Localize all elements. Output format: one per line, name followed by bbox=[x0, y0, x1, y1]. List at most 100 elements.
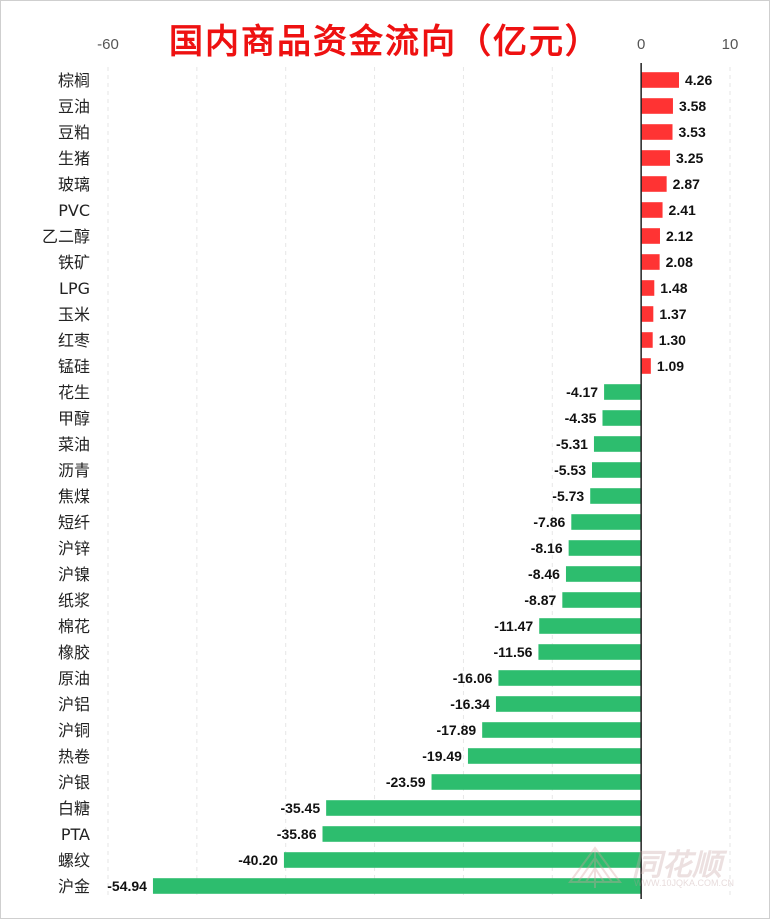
category-label: 红枣 bbox=[58, 331, 90, 350]
bar bbox=[604, 384, 642, 400]
value-label: -5.31 bbox=[556, 436, 588, 452]
bar bbox=[592, 462, 642, 478]
category-label: 铁矿 bbox=[58, 253, 90, 272]
value-label: -16.34 bbox=[450, 696, 490, 712]
bar bbox=[431, 774, 642, 790]
category-label: 玻璃 bbox=[58, 175, 90, 194]
bar bbox=[641, 124, 673, 140]
bar bbox=[590, 488, 642, 504]
value-label: 2.08 bbox=[666, 254, 693, 270]
value-label: 3.53 bbox=[679, 124, 706, 140]
value-label: 1.30 bbox=[659, 332, 686, 348]
category-label: 生猪 bbox=[58, 149, 90, 168]
value-label: -35.86 bbox=[277, 826, 317, 842]
chart-title: 国内商品资金流向（亿元） bbox=[169, 22, 601, 62]
value-label: -8.16 bbox=[531, 540, 563, 556]
bar bbox=[467, 748, 642, 764]
value-label: 2.41 bbox=[669, 202, 696, 218]
value-label: 1.48 bbox=[660, 280, 687, 296]
value-label: 1.37 bbox=[659, 306, 686, 322]
bar bbox=[482, 722, 642, 738]
category-label: 沪银 bbox=[58, 773, 90, 792]
bar bbox=[495, 696, 642, 712]
category-label: 白糖 bbox=[58, 799, 90, 818]
watermark: 同花顺 WWW.10JQKA.COM.CN bbox=[560, 838, 750, 898]
value-label: -4.35 bbox=[565, 410, 597, 426]
category-label: 棕榈 bbox=[58, 71, 90, 90]
category-label: 沪金 bbox=[58, 877, 90, 896]
bar bbox=[283, 852, 642, 868]
bar bbox=[641, 72, 679, 88]
bar bbox=[498, 670, 642, 686]
category-label: 热卷 bbox=[58, 747, 90, 766]
x-tick-label: -60 bbox=[97, 36, 119, 53]
category-label: 沪镍 bbox=[58, 565, 90, 584]
bar bbox=[326, 800, 642, 816]
bar bbox=[641, 150, 671, 166]
value-label: 2.12 bbox=[666, 228, 693, 244]
category-label: 棉花 bbox=[58, 617, 90, 636]
value-label: -5.53 bbox=[554, 462, 586, 478]
bar bbox=[641, 176, 667, 192]
bar bbox=[641, 332, 653, 348]
category-label: 锰硅 bbox=[58, 357, 90, 376]
bar bbox=[539, 618, 642, 634]
category-label: 豆油 bbox=[58, 97, 90, 116]
x-tick-label: 10 bbox=[722, 36, 739, 53]
value-label: -54.94 bbox=[107, 878, 147, 894]
category-label: 纸浆 bbox=[58, 591, 90, 610]
category-label: 花生 bbox=[58, 383, 90, 402]
category-label: 玉米 bbox=[58, 305, 90, 324]
category-label: 短纤 bbox=[58, 513, 90, 532]
value-label: -4.17 bbox=[566, 384, 598, 400]
category-label: 沪锌 bbox=[58, 539, 90, 558]
value-label: -35.45 bbox=[280, 800, 320, 816]
category-label: 菜油 bbox=[58, 435, 90, 454]
bar bbox=[593, 436, 642, 452]
label-layer: -60 0 10 棕榈 4.26 豆油 3.58 豆粕 3.53 生猪 3.25 玻璃 2.87 PVC 2… bbox=[42, 36, 738, 899]
value-label: -16.06 bbox=[453, 670, 493, 686]
bar bbox=[322, 826, 642, 842]
value-label: 3.58 bbox=[679, 98, 706, 114]
category-label: 橡胶 bbox=[58, 643, 90, 662]
category-label: 焦煤 bbox=[58, 487, 90, 506]
category-label: PVC bbox=[58, 201, 90, 220]
value-label: -7.86 bbox=[533, 514, 565, 530]
bar bbox=[641, 228, 660, 244]
watermark-brand: 同花顺 bbox=[632, 848, 722, 883]
value-label: -8.87 bbox=[524, 592, 556, 608]
value-label: 3.25 bbox=[676, 150, 703, 166]
bar bbox=[568, 540, 642, 556]
bar bbox=[538, 644, 642, 660]
value-label: -23.59 bbox=[386, 774, 426, 790]
bar bbox=[641, 358, 651, 374]
category-label: 沪铜 bbox=[58, 721, 90, 740]
value-label: -40.20 bbox=[238, 852, 278, 868]
value-label: 4.26 bbox=[685, 72, 712, 88]
value-label: -11.47 bbox=[494, 618, 533, 634]
bar bbox=[641, 98, 673, 114]
value-label: -19.49 bbox=[422, 748, 462, 764]
bar bbox=[641, 202, 663, 218]
category-label: 乙二醇 bbox=[42, 227, 90, 246]
x-tick-label: 0 bbox=[637, 36, 645, 53]
value-label: -17.89 bbox=[436, 722, 476, 738]
category-label: 螺纹 bbox=[58, 851, 90, 870]
bar bbox=[562, 592, 642, 608]
bar bbox=[602, 410, 642, 426]
bar bbox=[152, 878, 642, 894]
bar bbox=[571, 514, 642, 530]
category-label: 豆粕 bbox=[58, 123, 90, 142]
category-label: 沥青 bbox=[58, 461, 90, 480]
value-label: -5.73 bbox=[552, 488, 584, 504]
category-label: PTA bbox=[61, 825, 90, 844]
category-label: 原油 bbox=[58, 669, 90, 688]
category-label: 甲醇 bbox=[58, 409, 90, 428]
bar bbox=[565, 566, 642, 582]
bar bbox=[641, 306, 654, 322]
watermark-logo-icon bbox=[568, 846, 622, 888]
value-label: 2.87 bbox=[673, 176, 700, 192]
watermark-url: WWW.10JQKA.COM.CN bbox=[634, 878, 735, 888]
value-label: -11.56 bbox=[493, 644, 532, 660]
